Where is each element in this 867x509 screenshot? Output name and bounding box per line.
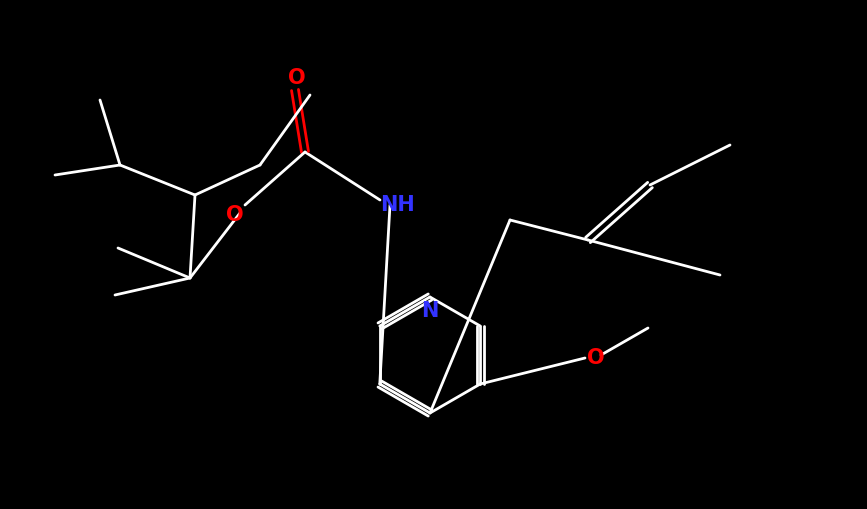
Text: O: O: [226, 205, 244, 225]
Text: O: O: [587, 348, 605, 368]
Text: O: O: [288, 68, 306, 88]
Text: N: N: [421, 301, 439, 321]
Text: NH: NH: [381, 195, 415, 215]
